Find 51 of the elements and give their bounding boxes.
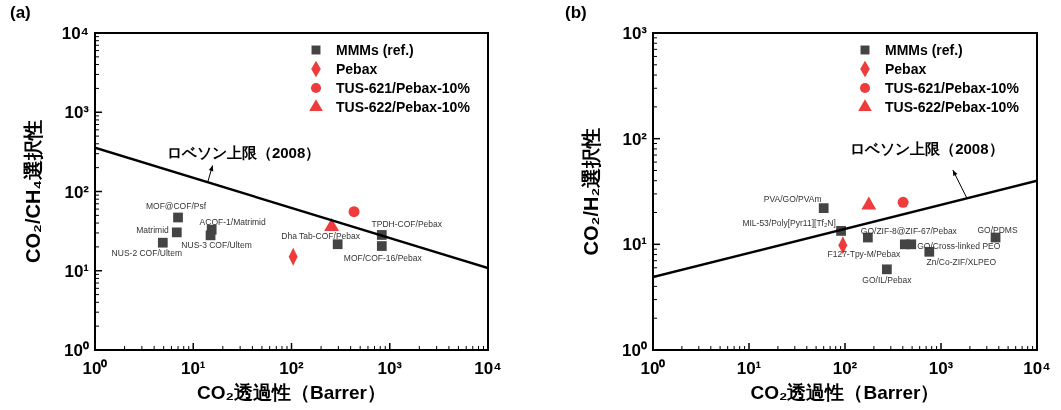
- legend-label: Pebax: [885, 61, 927, 77]
- x-tick-label: 10¹: [736, 359, 762, 378]
- y-tick-label: 10³: [64, 103, 90, 123]
- annotation: PVA/GO/PVAm: [763, 194, 822, 205]
- x-tick-label: 10⁰: [82, 359, 108, 378]
- x-tick-label: 10³: [377, 359, 403, 378]
- x-tick-label: 10⁴: [474, 359, 502, 378]
- annotation: ロベソン上限（2008）: [850, 140, 1004, 158]
- x-tick-label: 10⁰: [640, 359, 666, 378]
- y-tick-label: 10⁰: [64, 341, 89, 360]
- chart-title: (a): [10, 3, 31, 22]
- annotation: ロベソン上限（2008）: [166, 144, 321, 162]
- legend-label: TUS-622/Pebax-10%: [885, 99, 1020, 115]
- annotation: TPDH-COF/Pebax: [371, 218, 443, 229]
- y-tick-label: 10¹: [64, 261, 90, 281]
- x-tick-label: 10²: [832, 359, 858, 378]
- annotation: F127-Tpy-M/Pebax: [827, 249, 901, 260]
- annotation: Dha Tab-COF/Pebax: [281, 231, 361, 242]
- annotation: Zn/Co-ZIF/XLPEO: [926, 256, 997, 267]
- annotation: GO/IL/Pebax: [862, 275, 913, 286]
- annotation: MIL-53/Poly[Pyr11][Tf₂N]: [742, 217, 836, 228]
- annotation: ACOF-1/Matrimid: [199, 216, 266, 227]
- legend-label: MMMs (ref.): [336, 42, 414, 58]
- x-tick-label: 10²: [279, 359, 305, 378]
- legend-label: TUS-622/Pebax-10%: [336, 99, 471, 115]
- annotation: GO/ZIF-8@ZIF-67/Pebax: [860, 225, 958, 236]
- annotation: Matrimid: [136, 225, 170, 236]
- y-axis-title: CO₂/H₂選択性: [580, 127, 602, 256]
- y-tick-label: 10²: [64, 182, 90, 202]
- chart-title: (b): [565, 3, 587, 22]
- annotation: GO/PDMS: [977, 224, 1018, 235]
- x-axis-title: CO₂透過性（Barrer）: [750, 382, 940, 403]
- x-tick-label: 10⁴: [1023, 359, 1051, 378]
- legend-label: MMMs (ref.): [885, 42, 963, 58]
- x-tick-label: 10¹: [180, 359, 206, 378]
- y-tick-label: 10⁰: [622, 341, 647, 360]
- legend-label: TUS-621/Pebax-10%: [336, 80, 471, 96]
- legend-label: Pebax: [336, 61, 378, 77]
- y-tick-label: 10⁴: [61, 24, 89, 43]
- x-tick-label: 10³: [928, 359, 954, 378]
- annotation: MOF@COF/Psf: [145, 201, 207, 212]
- annotation: MOF/COF-16/Pebax: [343, 253, 423, 264]
- annotation: GO/Cross-linked PEO: [917, 241, 1001, 252]
- x-axis-title: CO₂透過性（Barrer）: [197, 382, 386, 403]
- y-tick-label: 10³: [622, 24, 648, 43]
- y-tick-label: 10²: [622, 129, 648, 149]
- annotation: NUS-3 COF/Ultem: [181, 240, 252, 251]
- legend-label: TUS-621/Pebax-10%: [885, 80, 1020, 96]
- y-tick-label: 10¹: [622, 235, 648, 255]
- annotation: NUS-2 COF/Ultem: [111, 247, 182, 258]
- y-axis-title: CO₂/CH₄選択性: [22, 120, 44, 263]
